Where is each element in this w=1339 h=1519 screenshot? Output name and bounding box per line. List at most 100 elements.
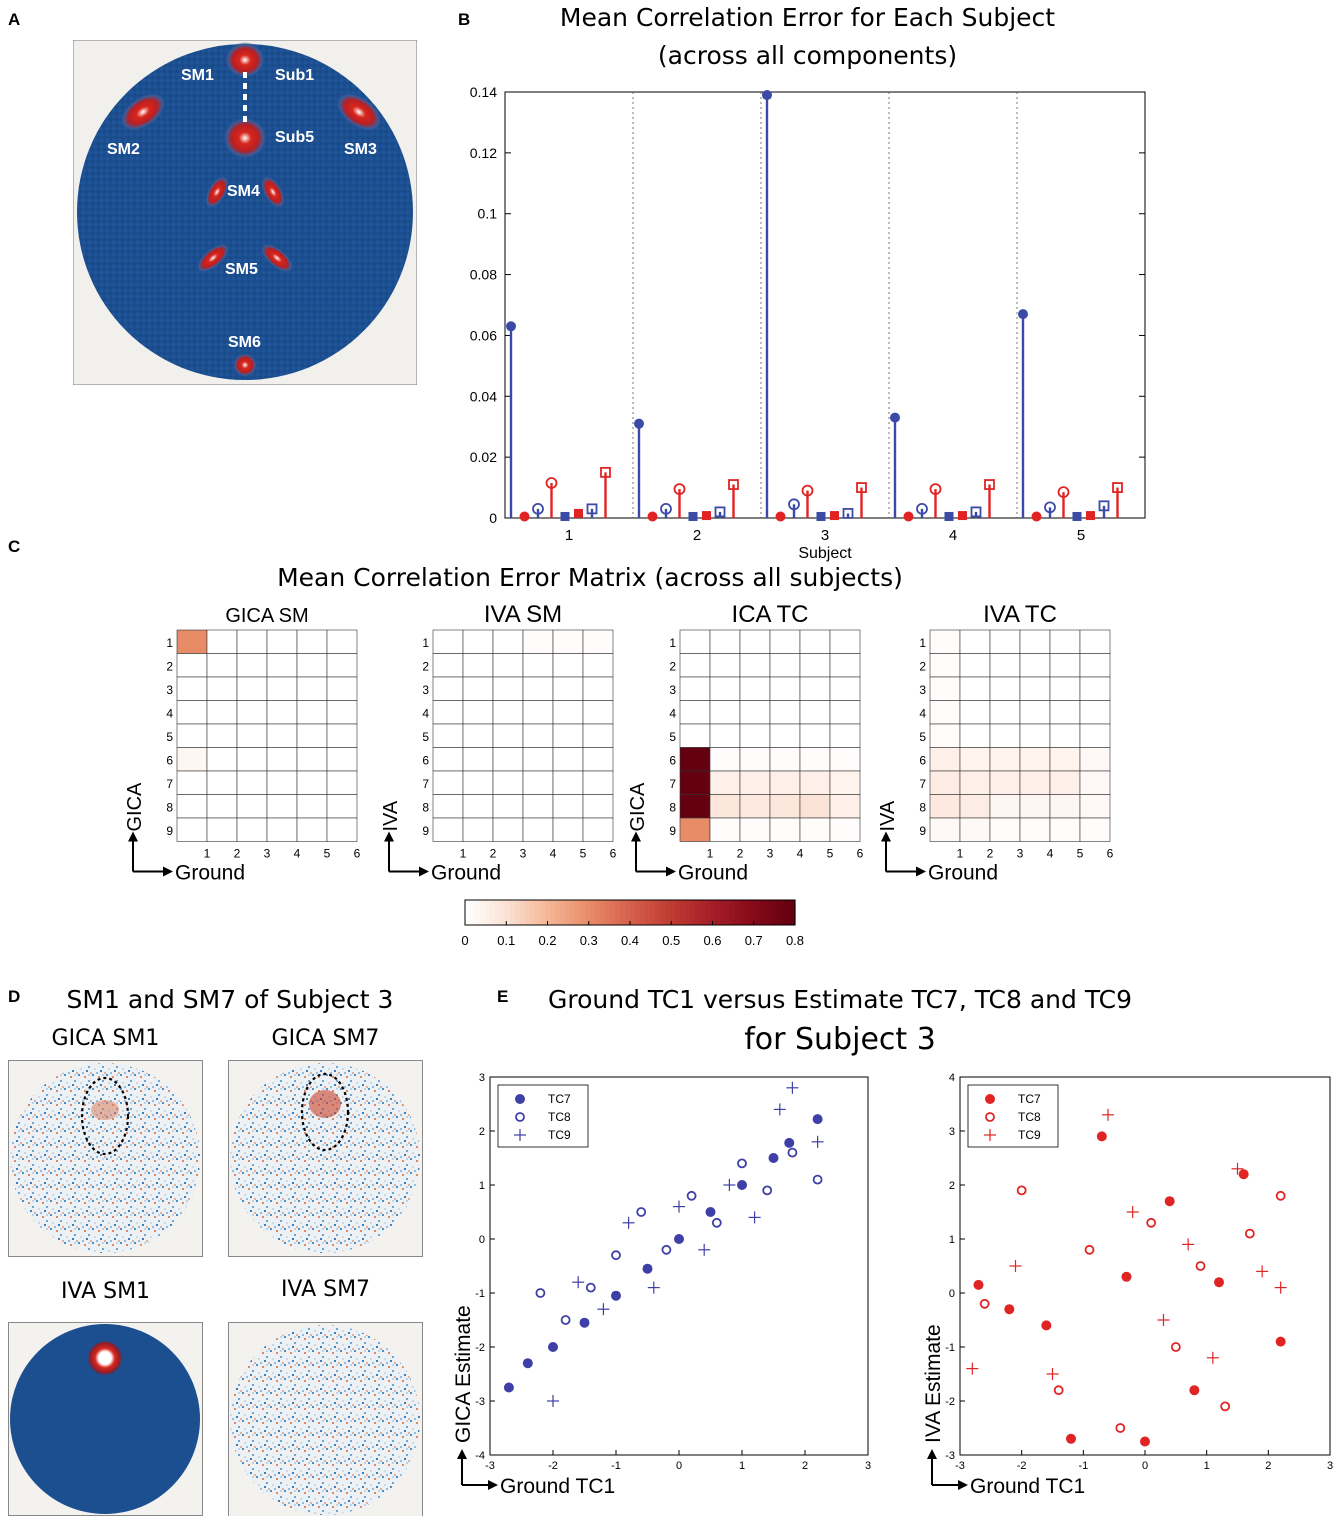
- heatmap-cell: [1049, 676, 1081, 701]
- x-tick-label: -3: [485, 1460, 495, 1472]
- scatter-point: [979, 1298, 990, 1309]
- heatmap-cell: [799, 700, 831, 725]
- panel-d-title: SM1 and SM7 of Subject 3: [66, 985, 394, 1014]
- stem-marker: [903, 511, 914, 522]
- heatmap-cell: [176, 629, 208, 654]
- panel-label-e: E: [497, 987, 509, 1006]
- col-tick-label: 2: [234, 847, 241, 861]
- scatter-point: [642, 1263, 653, 1274]
- heatmap-cell: [679, 700, 711, 725]
- heatmap-cell: [739, 770, 771, 795]
- y-tick-label: 0.06: [470, 327, 497, 343]
- heatmap-cell: [582, 653, 614, 678]
- scatter-point: [1206, 1351, 1219, 1364]
- x-tick-label: 4: [949, 527, 957, 544]
- blob-sm5-left: [196, 243, 230, 273]
- heatmap-cell: [236, 653, 268, 678]
- heatmap-cell: [1079, 770, 1111, 795]
- stem-marker: [775, 511, 786, 522]
- colorbar-step: [705, 900, 711, 925]
- col-axis-label: Ground: [678, 862, 748, 885]
- colorbar-step: [590, 900, 596, 925]
- heatmap-cell: [522, 817, 554, 842]
- stem-marker: [1044, 501, 1056, 514]
- stem-marker: [984, 479, 995, 490]
- col-tick-label: 4: [294, 847, 301, 861]
- stem-marker: [970, 506, 982, 518]
- colorbar-tick-label: 0.7: [745, 933, 763, 948]
- scatter-point: [1214, 1277, 1224, 1288]
- legend-marker: [985, 1112, 995, 1122]
- colorbar-step: [555, 900, 561, 925]
- heatmap-cell: [432, 817, 464, 842]
- gica-sm7-hotspot: [309, 1090, 341, 1118]
- colorbar-step: [680, 900, 686, 925]
- heatmap-cell: [1079, 747, 1111, 772]
- map-gica-sm7: [228, 1060, 423, 1257]
- col-tick-label: 3: [520, 847, 527, 861]
- scatter-point: [622, 1216, 635, 1229]
- heatmap-cell: [462, 723, 494, 748]
- col-tick-label: 5: [827, 847, 834, 861]
- row-tick-label: 1: [919, 636, 926, 650]
- row-tick-label: 1: [422, 636, 429, 650]
- legend-box: [967, 1084, 1059, 1148]
- heatmap-cell: [959, 700, 991, 725]
- heatmap-cell: [432, 723, 464, 748]
- stem-marker: [1072, 511, 1082, 521]
- colorbar-step: [520, 900, 526, 925]
- label-sm2: SM2: [107, 141, 140, 158]
- heatmap-cell: [522, 747, 554, 772]
- scatter-point: [812, 1174, 823, 1185]
- row-tick-label: 1: [669, 636, 676, 650]
- x-tick-label: 1: [739, 1460, 745, 1472]
- panel-label-c: C: [8, 537, 21, 556]
- stem-marker: [762, 90, 772, 101]
- heatmap-cell: [266, 629, 298, 654]
- scatter-point: [1066, 1433, 1076, 1444]
- heatmap-cell: [326, 676, 358, 701]
- heatmap-cell: [206, 676, 238, 701]
- colorbar-step: [640, 900, 646, 925]
- blob-sm4-left: [205, 175, 229, 209]
- stem-chart-subtitle: (across all components): [657, 41, 958, 70]
- heatmap-cell: [769, 794, 801, 819]
- heatmap-cell: [296, 629, 328, 654]
- row-tick-label: 4: [166, 706, 173, 720]
- y-tick-label: 3: [479, 1072, 485, 1084]
- heatmap-cell: [522, 676, 554, 701]
- arrow-head-up: [128, 831, 138, 842]
- heatmap-cell: [462, 747, 494, 772]
- heatmap-cell: [206, 747, 238, 772]
- iva-sm1-blob: [87, 1340, 123, 1376]
- heatmap-cell: [1019, 747, 1051, 772]
- label-sm6: SM6: [228, 334, 261, 351]
- heatmap-cell: [799, 676, 831, 701]
- heatmap-cell: [236, 700, 268, 725]
- scatter-point: [768, 1153, 779, 1163]
- colorbar-tick-label: 0.3: [580, 933, 598, 948]
- heatmap-cell: [552, 700, 584, 725]
- heatmap-cell: [462, 770, 494, 795]
- heatmap-cell: [236, 747, 268, 772]
- stem-marker: [506, 321, 516, 332]
- heatmap-cell: [829, 794, 861, 819]
- scatter-point: [737, 1180, 747, 1190]
- heatmap-cell: [929, 723, 961, 748]
- stem-marker: [1057, 486, 1070, 499]
- scatter-iva: -3 -2 -1 0 1 2 3 -3 -2 -1 0 1 2 3 4 TC7 TC8 TC9 Ground TC1…: [922, 1072, 1333, 1498]
- heatmap-cell: [492, 653, 524, 678]
- colorbar-step: [695, 900, 701, 925]
- colorbar-step: [730, 900, 736, 925]
- heatmap-cell: [989, 629, 1021, 654]
- heatmap-iva-tc: IVA TC 1 2 3 4 5 6 7 8 9 1 2 3 4 5 6 IVA Ground: [877, 601, 1114, 885]
- colorbar-step: [735, 900, 741, 925]
- heatmap-cell: [929, 700, 961, 725]
- heatmap-cell: [959, 676, 991, 701]
- series-iva-sm: [519, 511, 1042, 522]
- heatmap-cell: [989, 700, 1021, 725]
- scatter-point: [1115, 1423, 1126, 1433]
- panel-label-b: B: [458, 10, 471, 29]
- colorbar-step: [485, 900, 491, 925]
- scatter-point: [1244, 1228, 1255, 1239]
